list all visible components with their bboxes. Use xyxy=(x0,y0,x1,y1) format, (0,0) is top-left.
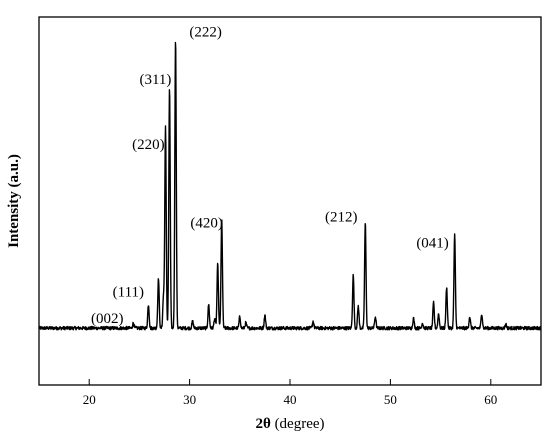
peak-label-111: (111) xyxy=(113,285,144,301)
series-line xyxy=(38,41,542,331)
x-axis-tick-labels: 20 30 40 50 60 xyxy=(83,392,498,407)
x-axis-ticks xyxy=(88,379,492,385)
peak-label-311: (311) xyxy=(139,72,171,88)
x-axis-title-symbol: 2θ xyxy=(255,416,271,432)
peak-label-212: (212) xyxy=(325,209,358,225)
x-tick-label-40: 40 xyxy=(284,392,297,407)
x-tick-label-20: 20 xyxy=(83,392,96,407)
peak-label-420: (420) xyxy=(190,215,223,231)
peak-label-041: (041) xyxy=(416,235,449,251)
peak-labels: (002) (111) (220) (311) (222) (420) (212) (041) xyxy=(91,24,449,326)
x-tick-label-30: 30 xyxy=(183,392,196,407)
peak-label-222: (222) xyxy=(189,24,222,40)
x-axis-title: 2θ (degree) xyxy=(255,416,324,432)
x-tick-label-60: 60 xyxy=(484,392,497,407)
y-axis-title: Intensity (a.u.) xyxy=(6,154,22,248)
x-axis-title-unit: (degree) xyxy=(275,416,325,432)
x-tick-label-50: 50 xyxy=(384,392,397,407)
peak-label-002: (002) xyxy=(91,311,124,327)
peak-label-220: (220) xyxy=(132,137,165,153)
